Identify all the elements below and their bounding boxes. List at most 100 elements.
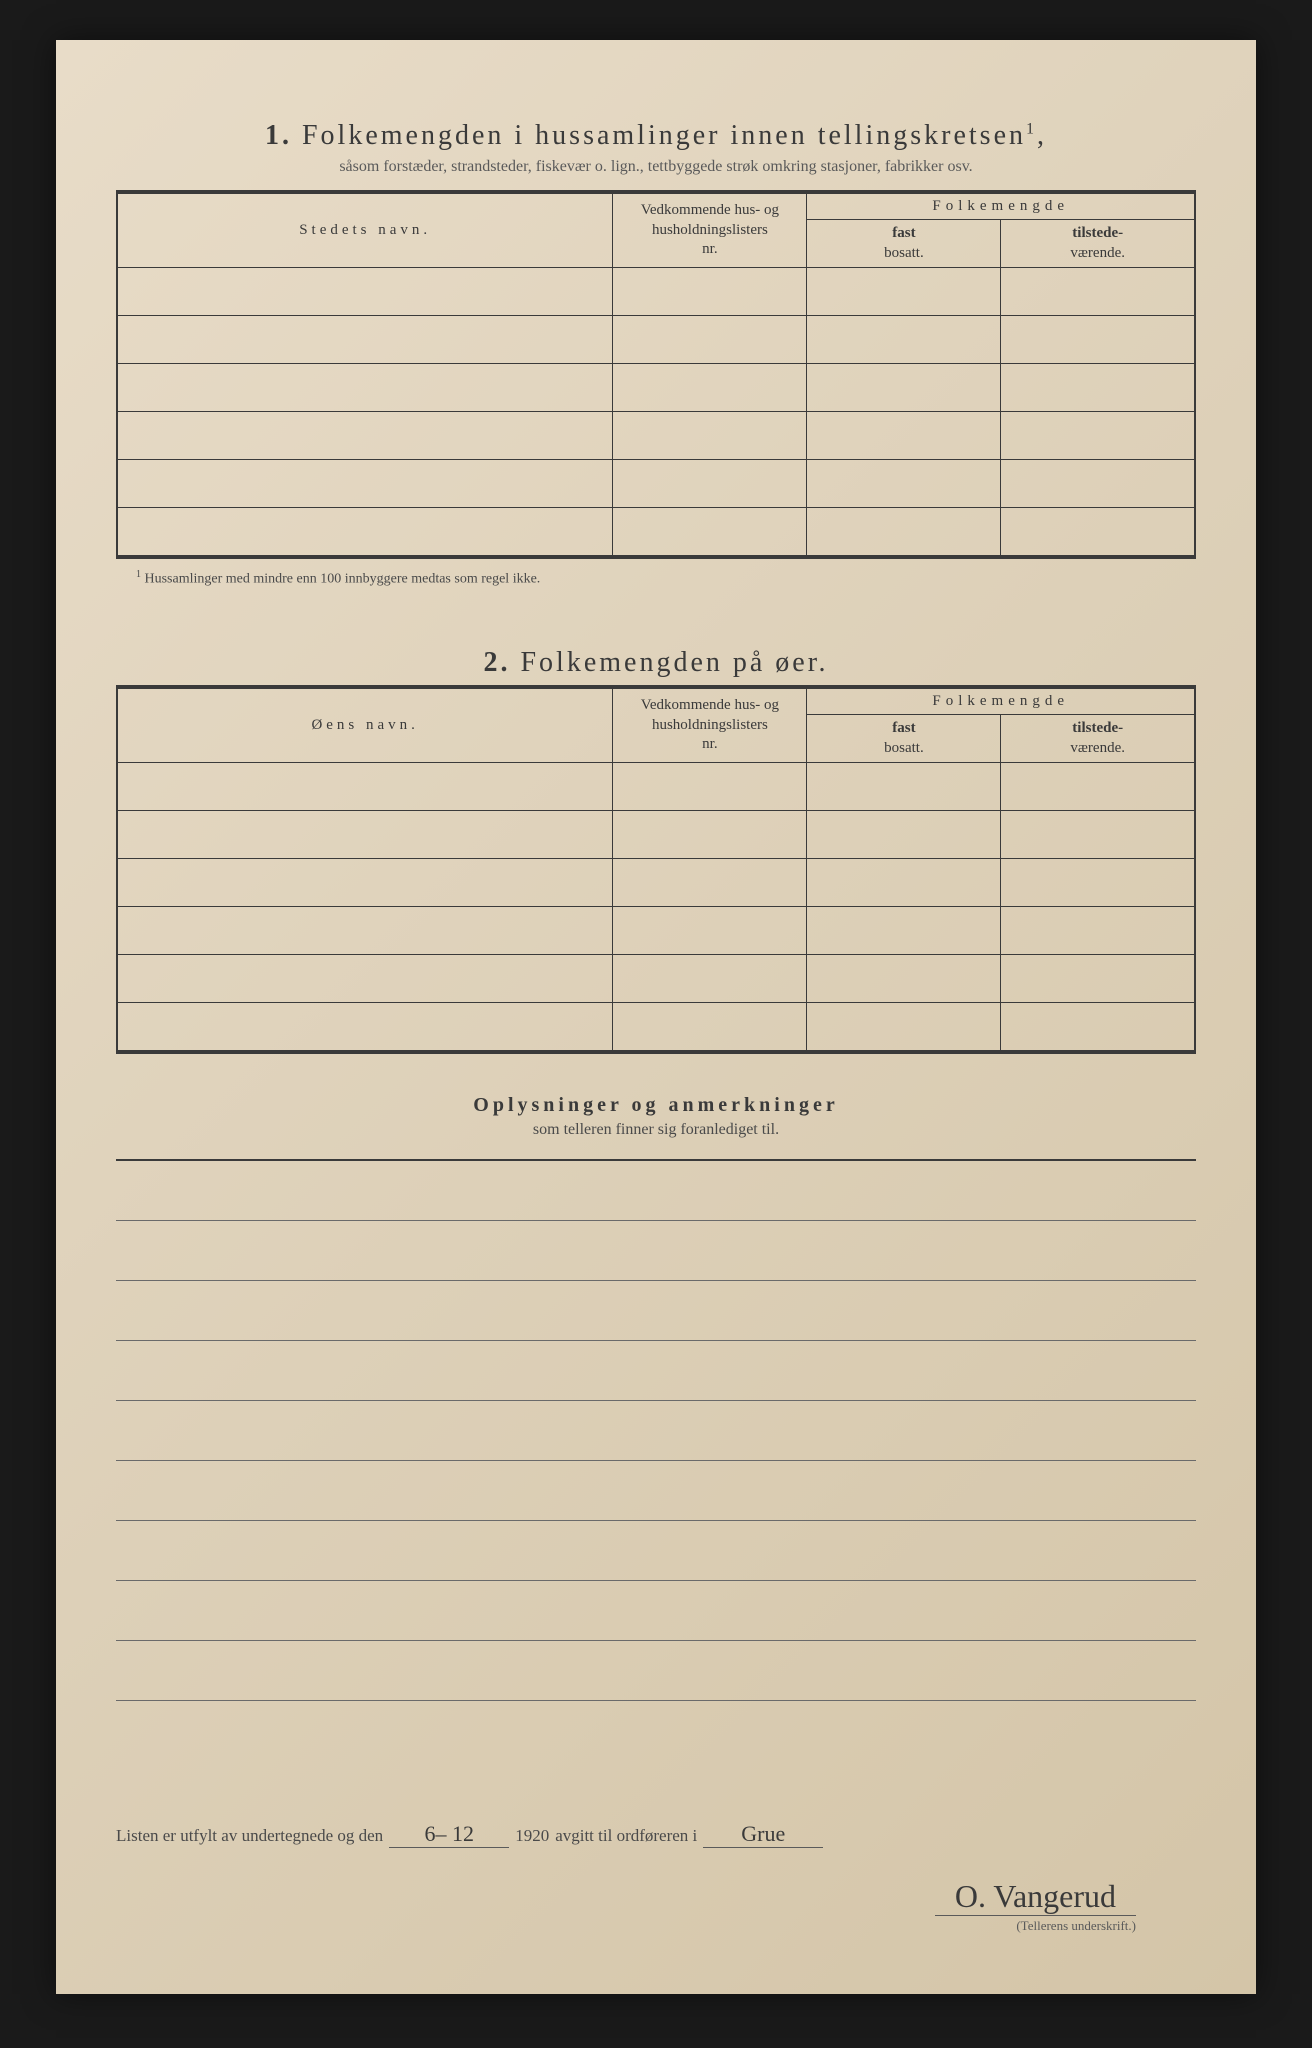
ruled-line <box>116 1581 1196 1641</box>
table-cell <box>807 412 1001 460</box>
table-cell <box>1001 412 1195 460</box>
section-2-title: 2. Folkemengden på øer. <box>116 647 1196 679</box>
section-3: Oplysninger og anmerkninger som telleren… <box>116 1094 1196 1139</box>
table-cell <box>613 460 807 508</box>
table-cell <box>117 316 613 364</box>
footnote-1: 1 Hussamlinger med mindre enn 100 innbyg… <box>116 569 1196 588</box>
table-row <box>117 364 1195 412</box>
sig-place: Grue <box>703 1821 823 1848</box>
table-row <box>117 859 1195 907</box>
footnote-sup: 1 <box>136 569 141 580</box>
table-cell <box>807 1003 1001 1051</box>
col2-header-name: Øens navn. <box>117 688 613 763</box>
col2-header-nr: Vedkommende hus- og husholdningslisters … <box>613 688 807 763</box>
table-cell <box>117 907 613 955</box>
ruled-line <box>116 1281 1196 1341</box>
c2-til-l1: tilstede- <box>1072 720 1123 736</box>
col2-header-folke: Folkemengde <box>807 688 1195 715</box>
ruled-lines-area <box>116 1161 1196 1701</box>
sig-mid: avgitt til ordføreren i <box>555 1826 697 1846</box>
divider <box>116 1052 1196 1054</box>
ruled-line <box>116 1161 1196 1221</box>
table-cell <box>1001 859 1195 907</box>
sig-date: 6– 12 <box>389 1821 509 1848</box>
table-cell <box>613 316 807 364</box>
ruled-line <box>116 1341 1196 1401</box>
col-header-til: tilstede- værende. <box>1001 220 1195 268</box>
table-2: Øens navn. Vedkommende hus- og husholdni… <box>116 687 1196 1052</box>
c2-nr-l3: nr. <box>702 736 717 752</box>
col-header-folke: Folkemengde <box>807 193 1195 220</box>
table-row <box>117 763 1195 811</box>
table-cell <box>807 859 1001 907</box>
table-row <box>117 460 1195 508</box>
table-cell <box>1001 316 1195 364</box>
fast-l1: fast <box>892 225 915 241</box>
table-cell <box>613 508 807 556</box>
ruled-line <box>116 1221 1196 1281</box>
table-cell <box>1001 508 1195 556</box>
section-1-number: 1. <box>265 120 292 151</box>
table-cell <box>613 763 807 811</box>
col-header-name: Stedets navn. <box>117 193 613 268</box>
signature-block: O. Vangerud (Tellerens underskrift.) <box>116 1878 1196 1934</box>
col-nr-l1: Vedkommende hus- og <box>641 202 779 218</box>
divider <box>116 557 1196 559</box>
table-cell <box>1001 811 1195 859</box>
col-nr-l2: husholdningslisters <box>652 222 768 238</box>
table-2-body <box>117 763 1195 1051</box>
c2-fast-l2: bosatt. <box>884 740 924 756</box>
section-1-title-text: Folkemengden i hussamlinger innen tellin… <box>302 120 1026 151</box>
fast-l2: bosatt. <box>884 245 924 261</box>
table-cell <box>613 907 807 955</box>
signature-label: (Tellerens underskrift.) <box>116 1918 1136 1934</box>
table-cell <box>613 1003 807 1051</box>
table-cell <box>613 412 807 460</box>
table-cell <box>117 955 613 1003</box>
table-cell <box>807 460 1001 508</box>
c2-nr-l1: Vedkommende hus- og <box>641 697 779 713</box>
table-cell <box>117 1003 613 1051</box>
table-cell <box>1001 763 1195 811</box>
section-2: 2. Folkemengden på øer. Øens navn. Vedko… <box>116 647 1196 1054</box>
ruled-line <box>116 1521 1196 1581</box>
table-cell <box>117 412 613 460</box>
table-1: Stedets navn. Vedkommende hus- og hushol… <box>116 192 1196 557</box>
ruled-line <box>116 1401 1196 1461</box>
c2-nr-l2: husholdningslisters <box>652 717 768 733</box>
table-cell <box>613 859 807 907</box>
section-2-number: 2. <box>483 647 510 678</box>
col2-header-til: tilstede- værende. <box>1001 715 1195 763</box>
table-cell <box>807 316 1001 364</box>
col-nr-l3: nr. <box>702 241 717 257</box>
footnote-text: Hussamlinger med mindre enn 100 innbygge… <box>145 571 541 586</box>
table-cell <box>1001 460 1195 508</box>
table-1-body <box>117 268 1195 556</box>
table-cell <box>807 763 1001 811</box>
signature-line: Listen er utfylt av undertegnede og den … <box>116 1821 1196 1848</box>
sig-prefix: Listen er utfylt av undertegnede og den <box>116 1826 383 1846</box>
table-cell <box>613 364 807 412</box>
table-row <box>117 955 1195 1003</box>
signature-name: O. Vangerud <box>935 1878 1136 1916</box>
table-cell <box>807 364 1001 412</box>
table-row <box>117 1003 1195 1051</box>
til-l1: tilstede- <box>1072 225 1123 241</box>
table-cell <box>1001 364 1195 412</box>
table-cell <box>117 364 613 412</box>
table-cell <box>117 859 613 907</box>
til-l2: værende. <box>1070 245 1125 261</box>
table-cell <box>807 907 1001 955</box>
table-cell <box>1001 268 1195 316</box>
section-1-title: 1. Folkemengden i hussamlinger innen tel… <box>116 120 1196 152</box>
section-3-subtitle: som telleren finner sig foranlediget til… <box>116 1121 1196 1139</box>
table-cell <box>807 955 1001 1003</box>
section-1-subtitle: såsom forstæder, strandsteder, fiskevær … <box>116 158 1196 176</box>
table-cell <box>117 811 613 859</box>
table-row <box>117 412 1195 460</box>
table-cell <box>117 460 613 508</box>
section-2-title-text: Folkemengden på øer. <box>520 647 828 678</box>
table-cell <box>1001 955 1195 1003</box>
section-1-sup: 1 <box>1026 121 1037 138</box>
c2-til-l2: værende. <box>1070 740 1125 756</box>
